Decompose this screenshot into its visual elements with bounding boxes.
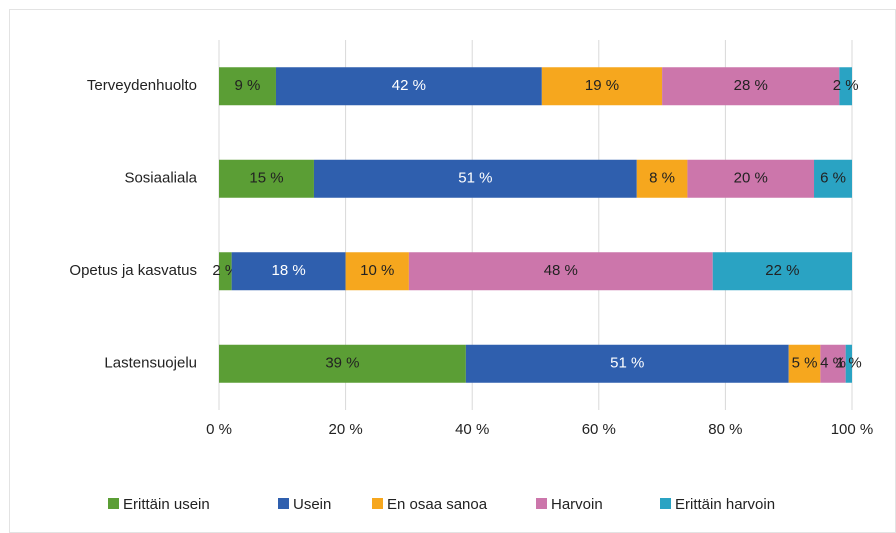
legend-swatch	[536, 498, 547, 509]
x-tick-label: 100 %	[831, 421, 874, 438]
bar-segment	[219, 159, 314, 198]
data-label: 51 %	[610, 355, 644, 372]
legend-label: Erittäin usein	[123, 496, 210, 513]
data-label: 8 %	[649, 170, 675, 187]
data-label: 42 %	[392, 77, 426, 94]
y-tick-label: Lastensuojelu	[104, 355, 197, 372]
data-label: 28 %	[734, 77, 768, 94]
bar-segment	[219, 344, 466, 383]
data-label: 48 %	[544, 262, 578, 279]
legend-label: Erittäin harvoin	[675, 496, 775, 513]
data-label: 15 %	[249, 170, 283, 187]
data-label: 20 %	[734, 170, 768, 187]
data-label: 4 %	[820, 355, 846, 372]
data-label: 18 %	[272, 262, 306, 279]
bar-segment	[541, 67, 663, 106]
bar-segment	[845, 344, 852, 383]
x-tick-label: 60 %	[582, 421, 616, 438]
data-label: 19 %	[585, 77, 619, 94]
legend-label: Harvoin	[551, 496, 603, 513]
bar-segment	[313, 159, 637, 198]
bar-segment	[636, 159, 688, 198]
bar-segment	[219, 252, 232, 291]
x-tick-label: 20 %	[328, 421, 362, 438]
data-label: 1 %	[836, 355, 862, 372]
data-label: 51 %	[458, 170, 492, 187]
bar-segment	[814, 159, 852, 198]
y-tick-label: Sosiaaliala	[124, 170, 197, 187]
data-label: 2 %	[833, 77, 859, 94]
bar-segment	[275, 67, 542, 106]
bar-segment	[788, 344, 821, 383]
bar-segment	[231, 252, 346, 291]
legend-label: En osaa sanoa	[387, 496, 488, 513]
y-tick-label: Opetus ja kasvatus	[69, 262, 197, 279]
x-tick-label: 0 %	[206, 421, 232, 438]
bar-segment	[839, 67, 852, 106]
x-tick-label: 80 %	[708, 421, 742, 438]
y-tick-label: Terveydenhuolto	[87, 77, 197, 94]
x-tick-label: 40 %	[455, 421, 489, 438]
bar-segment	[219, 67, 276, 106]
data-label: 5 %	[792, 355, 818, 372]
legend-swatch	[372, 498, 383, 509]
legend-swatch	[278, 498, 289, 509]
bar-segment	[465, 344, 789, 383]
legend-swatch	[108, 498, 119, 509]
bar-segment	[687, 159, 815, 198]
bar-segment	[712, 252, 852, 291]
bar-segment	[820, 344, 846, 383]
bar-segment	[408, 252, 713, 291]
data-label: 6 %	[820, 170, 846, 187]
bar-segment	[345, 252, 409, 291]
data-label: 10 %	[360, 262, 394, 279]
legend-label: Usein	[293, 496, 331, 513]
data-label: 9 %	[235, 77, 261, 94]
data-label: 22 %	[765, 262, 799, 279]
bar-segment	[662, 67, 840, 106]
legend-swatch	[660, 498, 671, 509]
data-label: 39 %	[325, 355, 359, 372]
